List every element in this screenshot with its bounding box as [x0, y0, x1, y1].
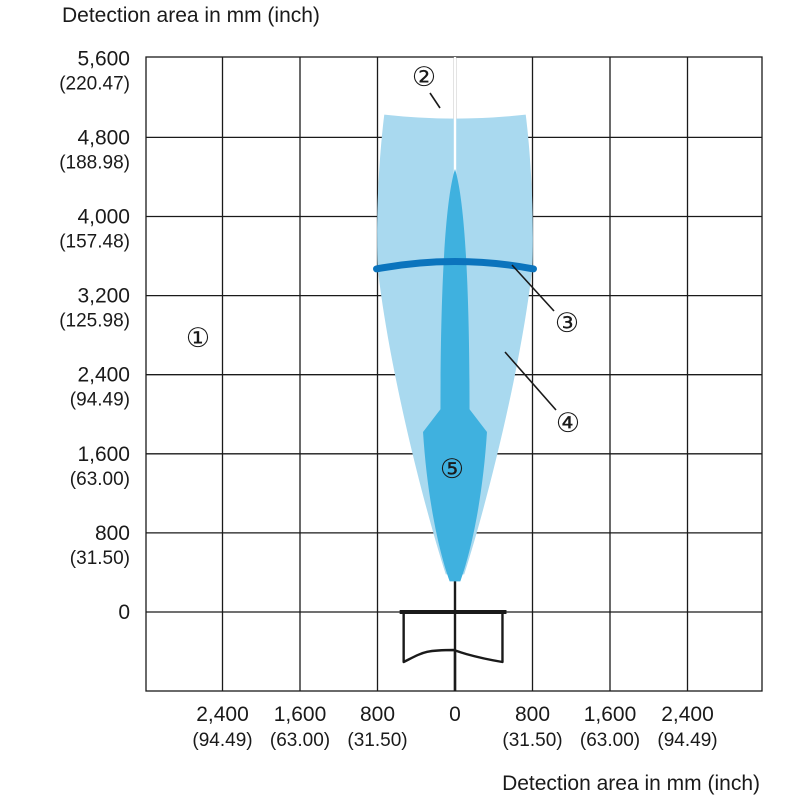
- x-tick-label-inch: (63.00): [270, 730, 330, 751]
- callout-3: ③: [555, 308, 579, 338]
- x-tick-label-inch: (94.49): [657, 730, 717, 751]
- detection-field-layer: [373, 57, 537, 582]
- sensor-layer: [399, 610, 507, 691]
- y-tick-label: 3,200: [77, 285, 130, 308]
- callout-1: ①: [186, 323, 210, 353]
- leader-line-4: [504, 351, 557, 411]
- callout-4: ④: [556, 408, 580, 438]
- y-tick-label-inch: (188.98): [59, 152, 130, 173]
- x-tick-label: 1,600: [584, 703, 637, 726]
- y-tick-label: 0: [118, 601, 130, 624]
- x-tick-label: 800: [360, 703, 395, 726]
- y-tick-label: 4,800: [77, 126, 130, 149]
- sensor-housing: [402, 610, 504, 664]
- y-tick-label-inch: (220.47): [59, 73, 130, 94]
- x-axis-title: Detection area in mm (inch): [502, 772, 760, 795]
- leader-line-2: [429, 92, 441, 109]
- x-tick-label-inch: (94.49): [192, 730, 252, 751]
- y-tick-label: 5,600: [77, 47, 130, 70]
- axis-labels: Detection area in mm (inch) Detection are…: [59, 4, 760, 795]
- x-tick-label: 0: [449, 703, 461, 726]
- y-tick-label-inch: (31.50): [70, 548, 130, 569]
- x-tick-label-inch: (63.00): [580, 730, 640, 751]
- callout-2: ②: [412, 62, 436, 92]
- y-axis-title: Detection area in mm (inch): [62, 4, 320, 27]
- y-tick-label-inch: (125.98): [59, 311, 130, 332]
- y-tick-label-inch: (94.49): [70, 390, 130, 411]
- x-tick-label: 1,600: [274, 703, 327, 726]
- y-tick-label: 2,400: [77, 364, 130, 387]
- detection-arrow: [423, 169, 487, 582]
- x-tick-label-inch: (31.50): [502, 730, 562, 751]
- x-tick-label: 2,400: [196, 703, 249, 726]
- y-tick-label-inch: (157.48): [59, 232, 130, 253]
- callouts: ① ② ③ ④ ⑤: [186, 62, 580, 484]
- leader-line-3: [511, 264, 555, 312]
- distance-band: [373, 258, 537, 273]
- x-tick-label-inch: (31.50): [347, 730, 407, 751]
- callout-5: ⑤: [440, 454, 464, 484]
- y-tick-label: 1,600: [77, 443, 130, 466]
- y-tick-label: 4,000: [77, 206, 130, 229]
- x-tick-label: 800: [515, 703, 550, 726]
- y-tick-label-inch: (63.00): [70, 469, 130, 490]
- y-tick-label: 800: [95, 522, 130, 545]
- x-tick-label: 2,400: [661, 703, 714, 726]
